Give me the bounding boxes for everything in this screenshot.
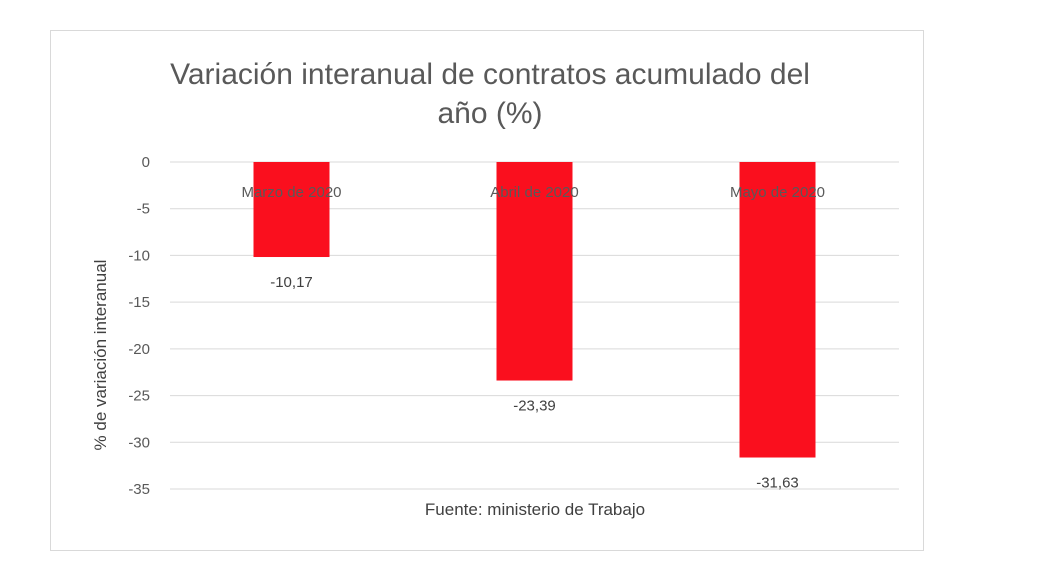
bar-chart: Variación interanual de contratos acumul…	[91, 58, 899, 519]
y-tick-label: -15	[128, 294, 150, 311]
y-tick-label: -25	[128, 388, 150, 405]
y-tick-label: -35	[128, 481, 150, 498]
value-labels: -10,17 -23,39 -31,63	[270, 274, 799, 491]
chart-title-line-2: año (%)	[437, 97, 542, 130]
y-tick-label: -10	[128, 247, 150, 264]
value-label: -10,17	[270, 274, 313, 291]
y-tick-label: 0	[142, 154, 150, 171]
y-tick-label: -30	[128, 434, 150, 451]
chart-title-line-1: Variación interanual de contratos acumul…	[170, 58, 810, 91]
source-note: Fuente: ministerio de Trabajo	[425, 500, 645, 519]
y-tick-label: -20	[128, 341, 150, 358]
bars	[253, 162, 816, 458]
bar	[496, 162, 573, 381]
category-label: Mayo de 2020	[730, 184, 825, 201]
chart-frame: Variación interanual de contratos acumul…	[50, 30, 924, 551]
y-axis-title: % de variación interanual	[91, 260, 110, 451]
bar	[739, 162, 816, 458]
category-label: Marzo de 2020	[241, 184, 341, 201]
y-axis-ticks: 0 -5 -10 -15 -20 -25 -30 -35	[128, 154, 150, 498]
bar	[253, 162, 330, 258]
category-label: Abril de 2020	[490, 184, 578, 201]
value-label: -23,39	[513, 398, 556, 415]
value-label: -31,63	[756, 475, 799, 492]
category-labels: Marzo de 2020 Abril de 2020 Mayo de 2020	[241, 184, 825, 201]
y-tick-label: -5	[137, 201, 150, 218]
